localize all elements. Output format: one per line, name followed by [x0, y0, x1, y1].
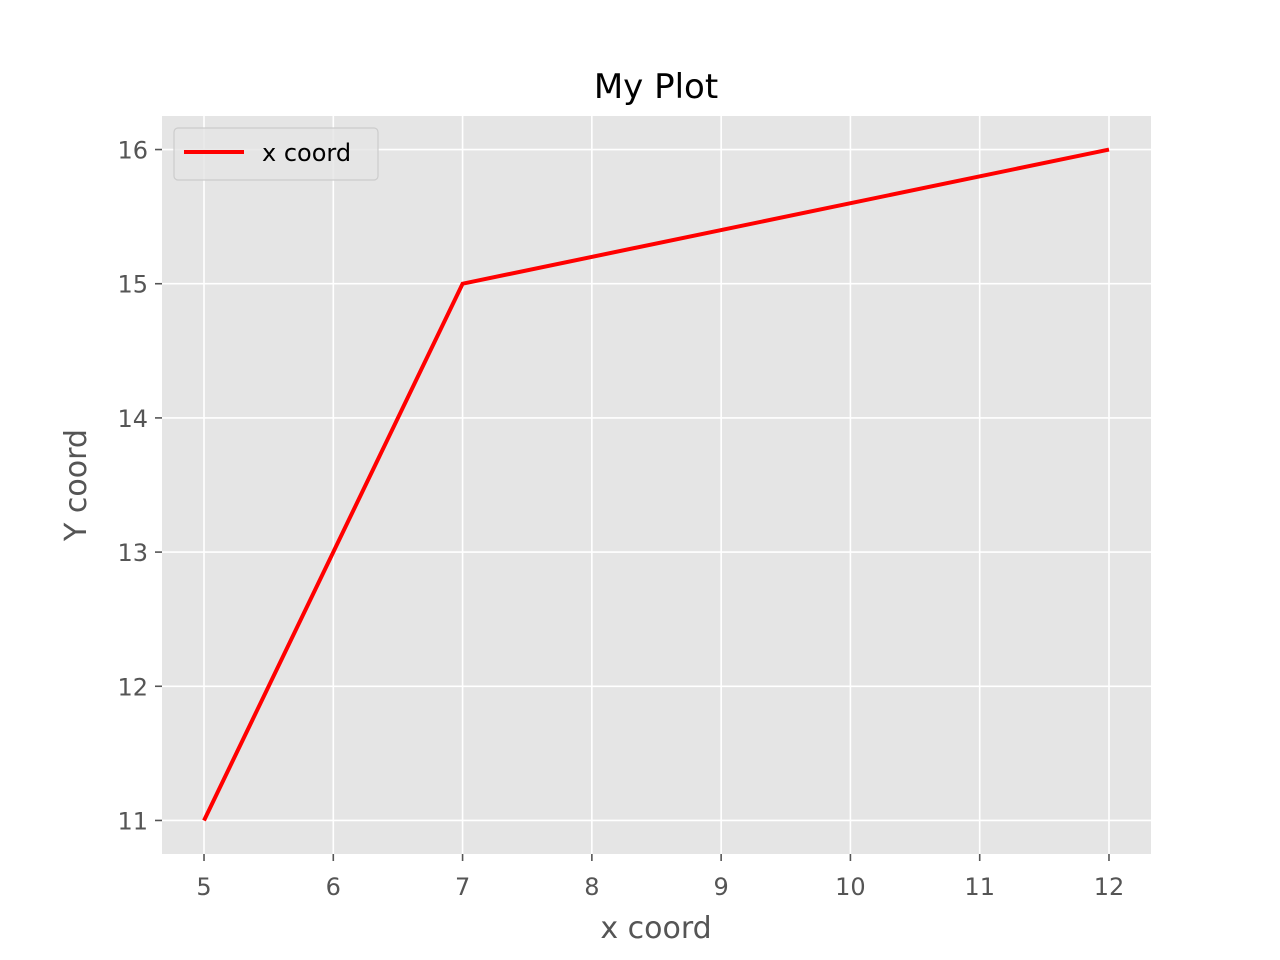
series-lines [202, 147, 1110, 822]
x-tick-label: 5 [196, 873, 211, 901]
legend-box [173, 127, 379, 181]
legend: x coord [173, 127, 379, 181]
x-tick-label: 7 [455, 873, 470, 901]
y-tick-label: 15 [117, 271, 148, 299]
x-axis-label: x coord [600, 911, 711, 946]
y-tick-label: 13 [117, 539, 148, 567]
y-axis-label: Y coord [59, 429, 94, 542]
series-line [202, 147, 1110, 822]
grid-lines [162, 116, 1151, 854]
legend-label: x coord [262, 139, 351, 167]
y-tick-label: 14 [117, 405, 148, 433]
x-tick-label: 9 [713, 873, 728, 901]
x-tick-label: 10 [835, 873, 866, 901]
x-tick-label: 11 [964, 873, 995, 901]
plot-area [162, 116, 1151, 854]
y-tick-label: 11 [117, 807, 148, 835]
chart-title: My Plot [594, 67, 718, 107]
y-tick-label: 12 [117, 673, 148, 701]
axis-ticks: 5 6 7 8 9 10 11 12 11 12 13 14 15 16 [117, 137, 1124, 901]
x-tick-label: 8 [584, 873, 599, 901]
x-tick-label: 6 [326, 873, 341, 901]
x-tick-label: 12 [1094, 873, 1125, 901]
y-tick-label: 16 [117, 137, 148, 165]
